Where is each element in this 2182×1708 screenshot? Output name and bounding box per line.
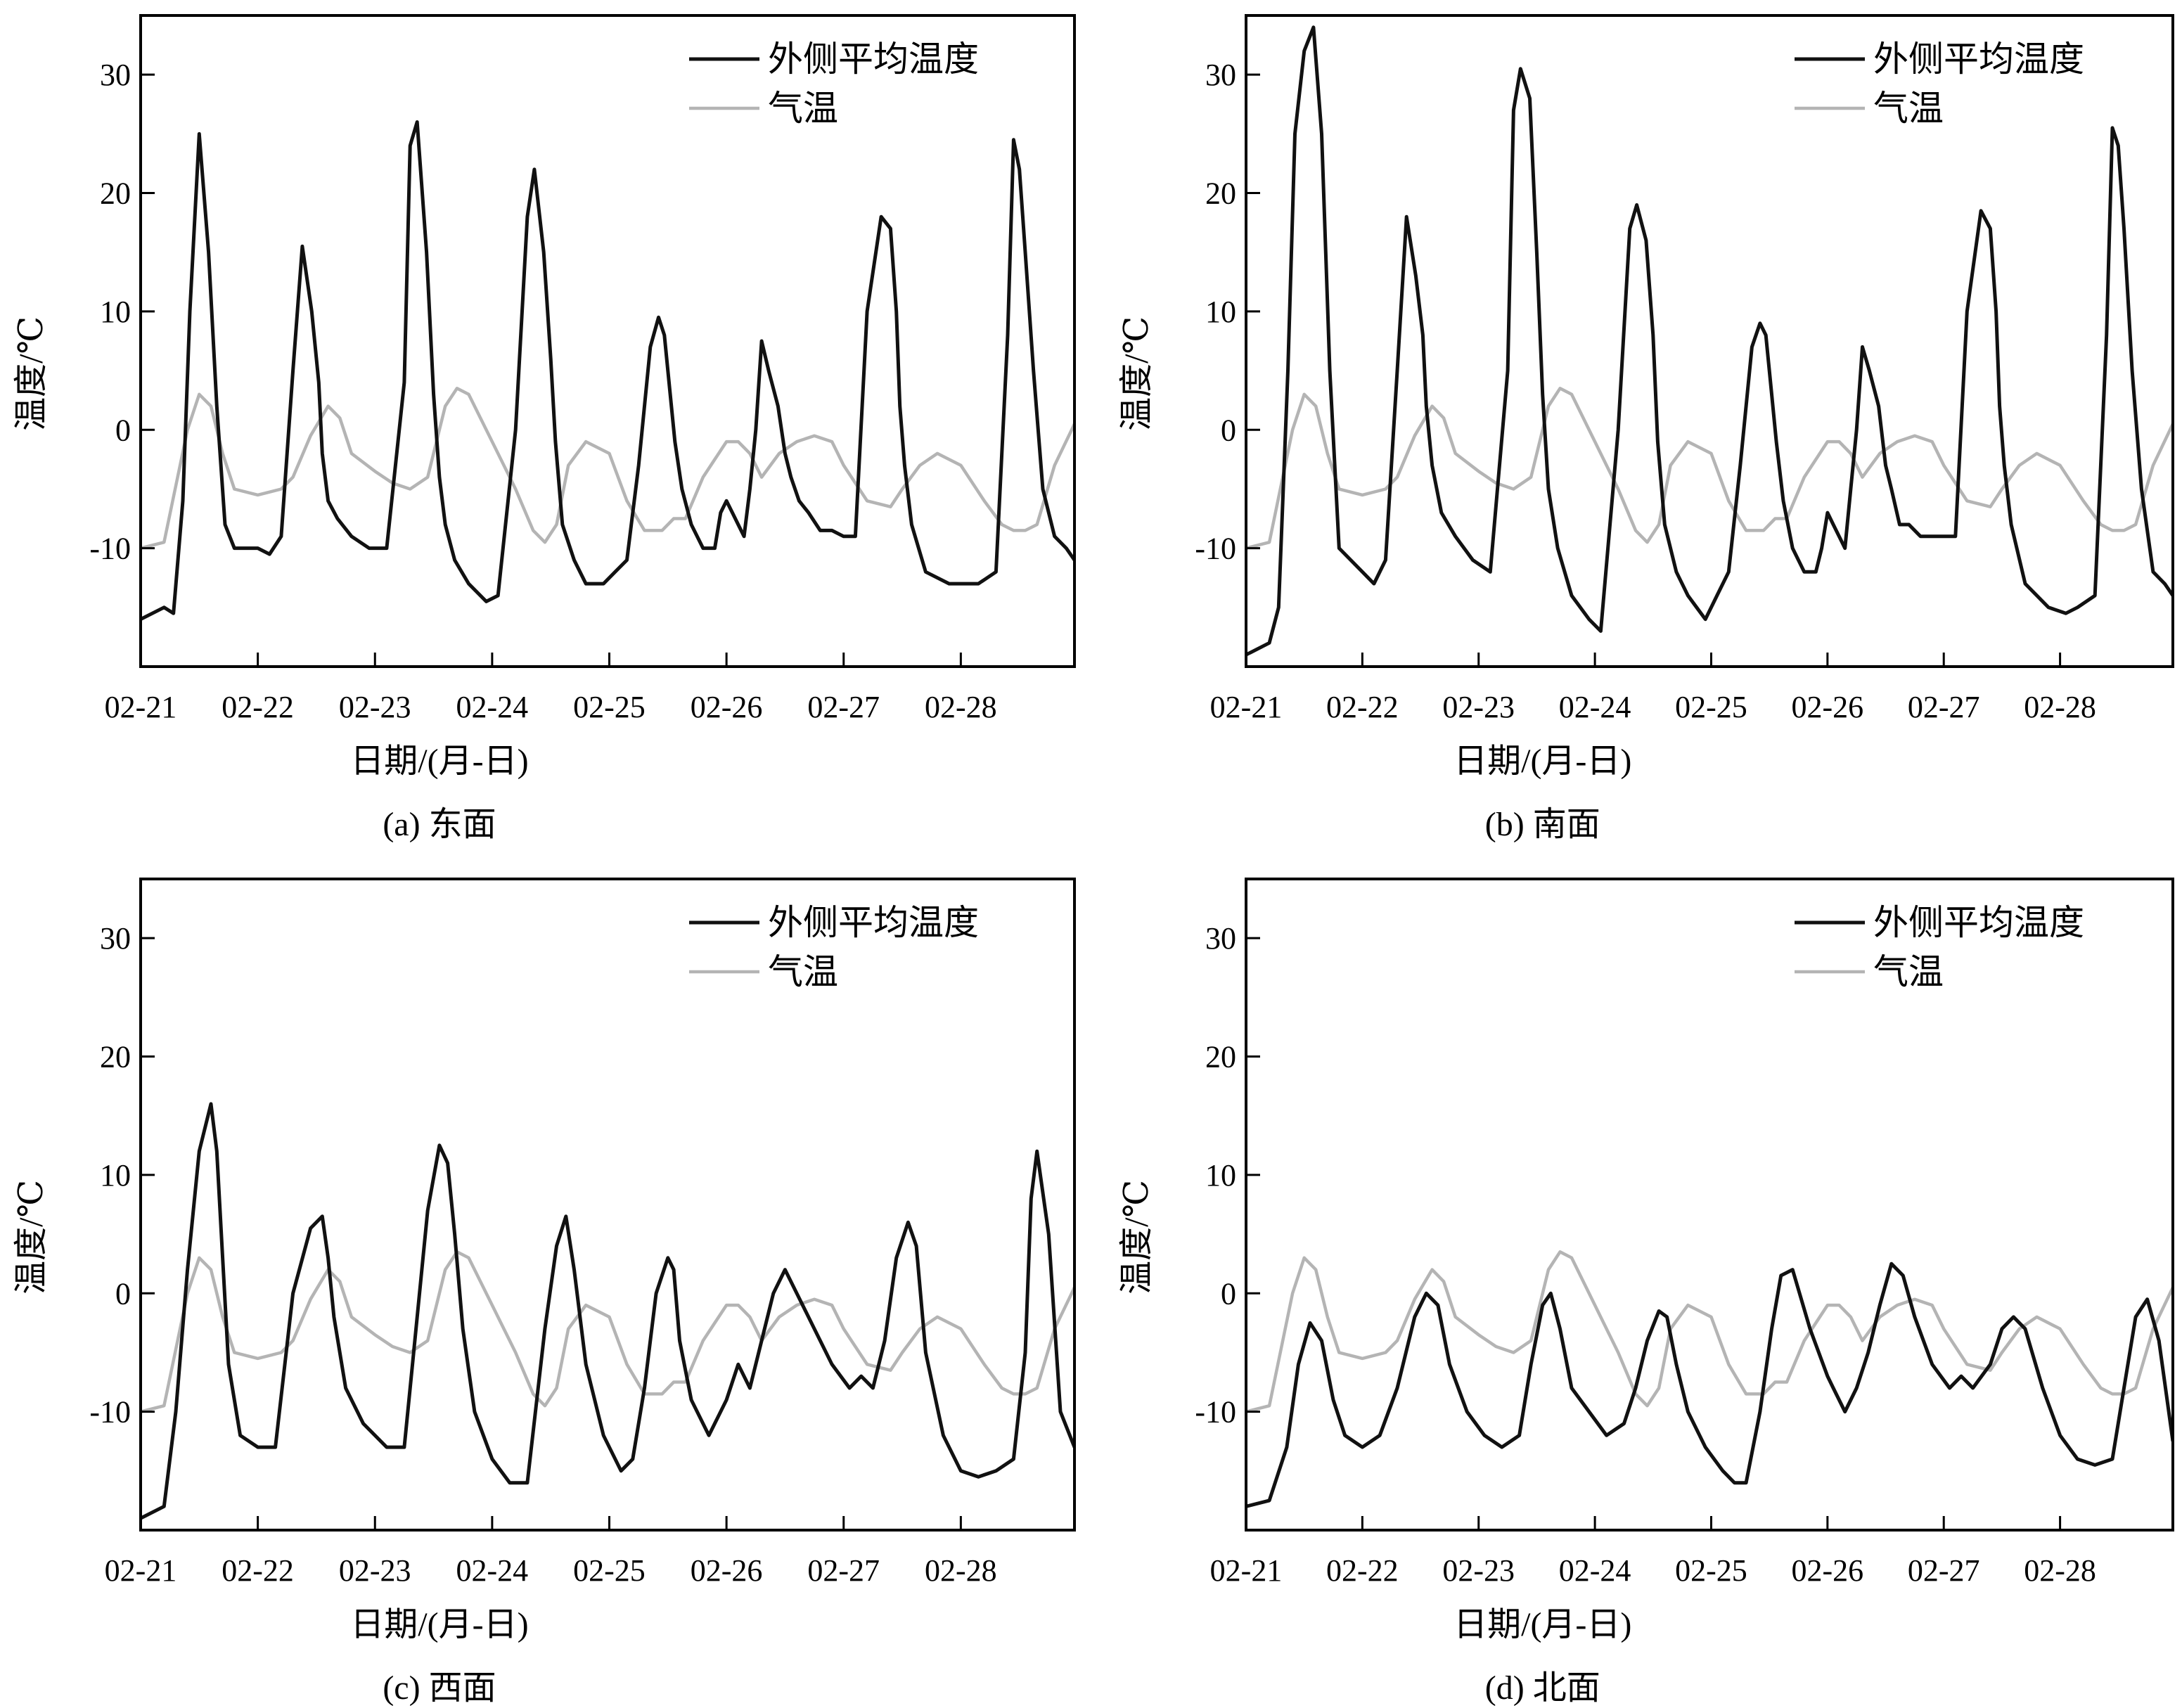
legend-label: 气温 bbox=[768, 89, 838, 128]
x-tick-label: 02-25 bbox=[573, 1553, 646, 1588]
series-line-air-temp bbox=[141, 387, 1074, 550]
panel-caption: (a) 东面 bbox=[383, 806, 496, 843]
chart-panel-b: 30 20 10 0 -10 02-21 02-22 02-23 02-24 02-25 02-26… bbox=[1118, 14, 2174, 843]
y-tick-label: 30 bbox=[100, 921, 131, 956]
series-line-air-temp bbox=[141, 1250, 1074, 1413]
legend-label: 外侧平均温度 bbox=[1873, 903, 2084, 942]
series-line-air-temp bbox=[1246, 387, 2173, 550]
y-tick-label: 10 bbox=[100, 295, 131, 329]
y-tick-label: 20 bbox=[1205, 1040, 1236, 1074]
x-tick-label: 02-25 bbox=[1675, 1553, 1747, 1588]
x-tick-label: 02-24 bbox=[1559, 690, 1631, 724]
plot-frame bbox=[139, 14, 1076, 668]
y-tick-label: 20 bbox=[1205, 176, 1236, 211]
y-tick-label: 30 bbox=[100, 58, 131, 92]
series-line-air-temp bbox=[1246, 1250, 2173, 1413]
x-tick-label: 02-28 bbox=[925, 1553, 997, 1588]
panel-caption: (d) 北面 bbox=[1485, 1669, 1600, 1707]
x-tick-label: 02-27 bbox=[1908, 690, 1980, 724]
x-tick-label: 02-27 bbox=[807, 1553, 880, 1588]
y-tick-label: 20 bbox=[100, 1040, 131, 1074]
series-line-surface-temp bbox=[1246, 25, 2173, 657]
x-tick-label: 02-26 bbox=[691, 690, 763, 724]
x-tick-label: 02-27 bbox=[1908, 1553, 1980, 1588]
x-tick-label: 02-22 bbox=[222, 690, 294, 724]
legend-label: 气温 bbox=[768, 952, 838, 991]
x-tick-label: 02-24 bbox=[456, 1553, 529, 1588]
x-tick-label: 02-23 bbox=[1442, 690, 1515, 724]
x-tick-label: 02-22 bbox=[1326, 690, 1399, 724]
x-tick-label: 02-22 bbox=[1326, 1553, 1399, 1588]
x-axis-title: 日期/(月-日) bbox=[1453, 1606, 1631, 1643]
legend-label: 外侧平均温度 bbox=[1873, 39, 2084, 79]
x-tick-label: 02-23 bbox=[1442, 1553, 1515, 1588]
x-tick-label: 02-26 bbox=[1792, 690, 1864, 724]
plot-frame bbox=[139, 878, 1076, 1532]
y-tick-label: 10 bbox=[100, 1158, 131, 1193]
series-line-surface-temp bbox=[141, 1102, 1074, 1520]
x-tick-label: 02-21 bbox=[1210, 690, 1283, 724]
x-axis-title: 日期/(月-日) bbox=[1453, 743, 1631, 780]
x-tick-label: 02-21 bbox=[105, 690, 177, 724]
panel-caption: (b) 南面 bbox=[1485, 806, 1600, 843]
series-line-surface-temp bbox=[1246, 1261, 2173, 1508]
x-tick-label: 02-28 bbox=[2024, 690, 2096, 724]
y-tick-label: 20 bbox=[100, 176, 131, 211]
plot-frame bbox=[1245, 14, 2174, 668]
y-tick-label: -10 bbox=[1195, 532, 1236, 566]
chart-panel-a: 30 20 10 0 -10 02-21 02-22 02-23 02-24 02-25 02-26… bbox=[13, 14, 1076, 843]
legend-label: 外侧平均温度 bbox=[768, 39, 979, 79]
y-tick-label: -10 bbox=[89, 1395, 131, 1430]
y-tick-label: 0 bbox=[1221, 1276, 1236, 1311]
x-tick-label: 02-24 bbox=[1559, 1553, 1631, 1588]
x-tick-label: 02-28 bbox=[2024, 1553, 2096, 1588]
y-tick-label: 30 bbox=[1205, 921, 1236, 956]
x-tick-label: 02-21 bbox=[105, 1553, 177, 1588]
x-tick-label: 02-24 bbox=[456, 690, 529, 724]
x-tick-label: 02-27 bbox=[807, 690, 880, 724]
y-tick-label: 10 bbox=[1205, 295, 1236, 329]
x-tick-label: 02-26 bbox=[691, 1553, 763, 1588]
y-axis-title: 温度/℃ bbox=[13, 1180, 50, 1295]
y-tick-label: 30 bbox=[1205, 58, 1236, 92]
chart-panel-c: 30 20 10 0 -10 02-21 02-22 02-23 02-24 02-25 02-26… bbox=[13, 878, 1076, 1707]
x-tick-label: 02-22 bbox=[222, 1553, 294, 1588]
legend-label: 外侧平均温度 bbox=[768, 903, 979, 942]
y-axis-title: 温度/℃ bbox=[1118, 1180, 1155, 1295]
x-tick-label: 02-23 bbox=[339, 690, 411, 724]
x-tick-label: 02-25 bbox=[573, 690, 646, 724]
y-tick-label: 10 bbox=[1205, 1158, 1236, 1193]
chart-panel-d: 30 20 10 0 -10 02-21 02-22 02-23 02-24 02-25 02-26… bbox=[1118, 878, 2174, 1707]
x-tick-label: 02-28 bbox=[925, 690, 997, 724]
y-tick-label: 0 bbox=[115, 1276, 131, 1311]
plot-frame bbox=[1245, 878, 2174, 1532]
y-tick-label: 0 bbox=[115, 413, 131, 447]
x-axis-title: 日期/(月-日) bbox=[350, 743, 528, 780]
x-axis-title: 日期/(月-日) bbox=[350, 1606, 528, 1643]
y-axis-title: 温度/℃ bbox=[1118, 316, 1155, 431]
y-tick-label: -10 bbox=[89, 532, 131, 566]
legend-label: 气温 bbox=[1873, 89, 1944, 128]
panel-caption: (c) 西面 bbox=[383, 1669, 496, 1707]
y-axis-title: 温度/℃ bbox=[13, 316, 50, 431]
legend-label: 气温 bbox=[1873, 952, 1944, 991]
y-tick-label: 0 bbox=[1221, 413, 1236, 447]
x-tick-label: 02-21 bbox=[1210, 1553, 1283, 1588]
x-tick-label: 02-25 bbox=[1675, 690, 1747, 724]
x-tick-label: 02-26 bbox=[1792, 1553, 1864, 1588]
series-line-surface-temp bbox=[141, 120, 1074, 621]
x-tick-label: 02-23 bbox=[339, 1553, 411, 1588]
y-tick-label: -10 bbox=[1195, 1395, 1236, 1430]
